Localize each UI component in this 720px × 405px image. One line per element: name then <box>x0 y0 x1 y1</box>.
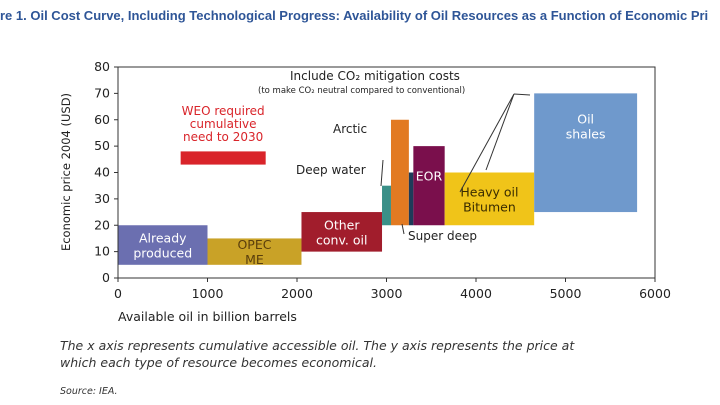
segment-super-deep <box>408 172 414 226</box>
weo-requirement-bar <box>180 151 266 165</box>
y-tick-label-20: 20 <box>94 217 110 232</box>
segment-label-opec-me-1: ME <box>245 252 264 267</box>
x-axis-label: Available oil in billion barrels <box>118 309 297 324</box>
x-tick-label-3000: 3000 <box>371 286 403 301</box>
weo-requirement-label-2: need to 2030 <box>183 130 263 144</box>
segment-already-produced <box>118 225 208 265</box>
annotation-leader-2 <box>485 93 515 171</box>
caption-line-2: which each type of resource becomes econ… <box>60 355 377 370</box>
annotation-leader-0 <box>380 159 384 187</box>
y-tick-label-50: 50 <box>94 138 110 153</box>
segment-arctic <box>390 119 409 226</box>
annotation-leader-4 <box>401 223 405 235</box>
caption-line-1: The x axis represents cumulative accessi… <box>60 338 575 353</box>
x-tick-label-5000: 5000 <box>550 286 582 301</box>
weo-requirement-label-0: WEO required <box>182 104 265 118</box>
x-tick-label-4000: 4000 <box>460 286 492 301</box>
x-tick-label-1000: 1000 <box>192 286 224 301</box>
figure-title: re 1. Oil Cost Curve, Including Technolo… <box>0 8 709 23</box>
segment-opec-me <box>207 238 302 265</box>
annotation-leader-1 <box>459 93 515 193</box>
segment-label-oil-shales-1: shales <box>566 126 606 141</box>
y-tick-label-70: 70 <box>94 85 110 100</box>
segment-label-eor-0: EOR <box>416 169 443 184</box>
segment-label-already-produced-0: Already <box>139 231 187 246</box>
segment-eor <box>413 146 445 226</box>
annotation-leader-3 <box>513 93 531 96</box>
arctic-annotation: Arctic <box>333 122 367 136</box>
segment-deep-water <box>382 185 391 226</box>
y-tick-label-60: 60 <box>94 112 110 127</box>
segment-label-heavy-oil-bitumen-0: Heavy oil <box>460 184 518 199</box>
y-tick-label-30: 30 <box>94 191 110 206</box>
segment-label-other-conv-oil-1: conv. oil <box>316 232 367 247</box>
y-tick-label-10: 10 <box>94 244 110 259</box>
mitigation-annotation-subtitle: (to make CO₂ neutral compared to convent… <box>258 86 465 96</box>
figure-caption: The x axis represents cumulative accessi… <box>60 337 680 371</box>
y-axis-label: Economic price 2004 (USD) <box>59 93 73 251</box>
super-deep-annotation: Super deep <box>408 229 477 243</box>
y-tick-label-0: 0 <box>102 270 110 285</box>
segment-other-conv-oil <box>301 212 383 252</box>
segment-oil-shales <box>534 93 638 213</box>
x-tick-label-2000: 2000 <box>281 286 313 301</box>
x-tick-label-6000: 6000 <box>639 286 671 301</box>
segment-label-heavy-oil-bitumen-1: Bitumen <box>463 199 516 214</box>
segment-label-already-produced-1: produced <box>133 246 192 261</box>
segment-heavy-oil-bitumen <box>444 172 535 226</box>
mitigation-annotation-title: Include CO₂ mitigation costs <box>290 69 460 83</box>
deep-water-annotation: Deep water <box>296 163 366 177</box>
segment-label-opec-me-0: OPEC <box>237 237 271 252</box>
figure-source: Source: IEA. <box>60 386 118 397</box>
segment-label-oil-shales-0: Oil <box>577 111 594 126</box>
weo-requirement-label-1: cumulative <box>190 117 257 131</box>
x-tick-label-0: 0 <box>114 286 122 301</box>
y-tick-label-40: 40 <box>94 165 110 180</box>
y-tick-label-80: 80 <box>94 59 110 74</box>
segment-label-other-conv-oil-0: Other <box>324 217 360 232</box>
